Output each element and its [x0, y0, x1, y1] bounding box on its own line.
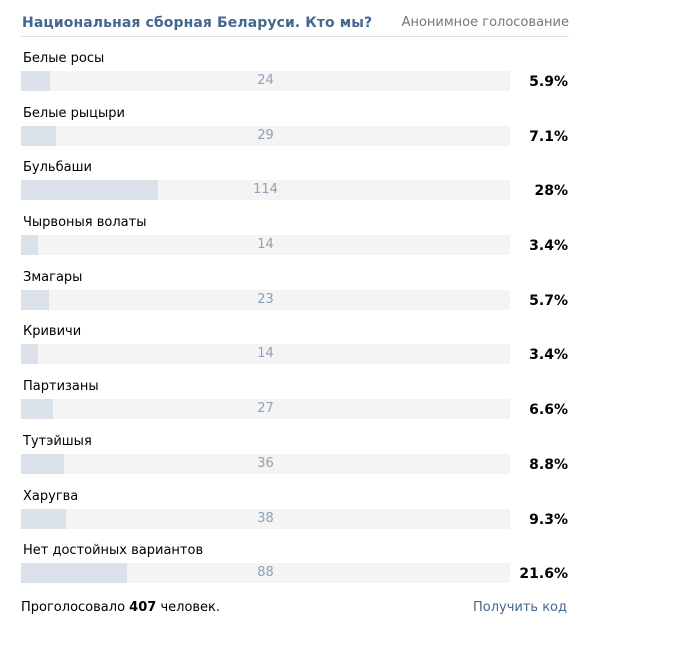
- poll-option-bar-fill: [21, 71, 50, 91]
- poll-option-label: Белые рыцыри: [23, 105, 125, 121]
- voted-count: 407: [129, 600, 157, 615]
- poll-option-label: Тутэйшыя: [23, 433, 92, 449]
- poll-option: Чырвоныя волаты 14 3.4%: [21, 215, 569, 270]
- poll-options: Белые росы 24 5.9% Белые рыцыри 29 7.1% Бульба…: [21, 51, 569, 598]
- poll-option-bar: 24: [21, 71, 510, 91]
- poll-option-bar: 14: [21, 344, 510, 365]
- poll-option-label: Харугва: [23, 488, 79, 504]
- poll-widget: Национальная сборная Беларуси. Кто мы? А…: [21, 12, 569, 615]
- poll-option-votes: 114: [253, 182, 278, 198]
- poll-option-votes: 27: [257, 401, 274, 417]
- poll-option-votes: 24: [257, 73, 274, 88]
- poll-option-bar-fill: [21, 289, 49, 310]
- get-code-link[interactable]: Получить код: [472, 600, 567, 615]
- poll-option-bar: 23: [21, 289, 510, 310]
- poll-option-label: Чырвоныя волаты: [23, 215, 147, 231]
- poll-option-bar: 36: [21, 453, 510, 474]
- poll-option-label: Бульбаши: [23, 160, 92, 176]
- poll-option-bar: 14: [21, 235, 510, 256]
- poll-option-votes: 14: [257, 237, 274, 253]
- poll-option-bar-fill: [21, 399, 53, 420]
- poll-option: Партизаны 27 6.6%: [21, 379, 569, 434]
- poll-option-votes: 29: [257, 127, 274, 143]
- poll-option-bar: 114: [21, 180, 510, 201]
- poll-option: Харугва 38 9.3%: [21, 489, 569, 544]
- poll-option-bar-fill: [21, 453, 64, 474]
- voted-summary: Проголосовало 407 человек.: [21, 600, 220, 615]
- poll-option-bar-fill: [21, 125, 56, 146]
- poll-option-bar-fill: [21, 508, 66, 529]
- poll-option-percent: 7.1%: [529, 128, 568, 145]
- poll-type-label: Анонимное голосование: [401, 15, 569, 30]
- poll-option-bar: 38: [21, 508, 510, 529]
- poll-option: Тутэйшыя 36 8.8%: [21, 434, 569, 489]
- poll-option-bar-fill: [21, 180, 158, 201]
- poll-option-bar-fill: [21, 563, 127, 584]
- poll-option-votes: 14: [257, 346, 274, 362]
- poll-option-label: Кривичи: [23, 324, 82, 340]
- poll-option-bar-fill: [21, 235, 38, 256]
- poll-option: Белые росы 24 5.9%: [21, 51, 569, 106]
- poll-option-label: Змагары: [23, 269, 83, 285]
- poll-option-label: Партизаны: [23, 379, 99, 395]
- poll-option: Кривичи 14 3.4%: [21, 324, 569, 379]
- poll-option: Бульбаши 114 28%: [21, 160, 569, 215]
- poll-option-percent: 8.8%: [529, 456, 568, 473]
- poll-option-percent: 28%: [534, 183, 568, 200]
- poll-option-bar: 88: [21, 563, 510, 584]
- poll-option-percent: 3.4%: [529, 238, 568, 255]
- poll-option-percent: 21.6%: [519, 566, 568, 583]
- poll-option-label: Белые росы: [23, 51, 105, 66]
- voted-suffix: человек.: [160, 600, 221, 615]
- poll-option: Змагары 23 5.7%: [21, 270, 569, 325]
- poll-option-votes: 88: [257, 565, 274, 581]
- poll-option-votes: 36: [257, 455, 274, 471]
- poll-option-bar-fill: [21, 344, 38, 365]
- poll-option-percent: 5.9%: [529, 74, 568, 90]
- poll-option-percent: 9.3%: [529, 511, 568, 528]
- poll-option-label: Нет достойных вариантов: [23, 543, 204, 559]
- poll-option-votes: 38: [257, 510, 274, 526]
- poll-option-bar: 29: [21, 125, 510, 146]
- poll-option-bar: 27: [21, 399, 510, 420]
- poll-option-votes: 23: [257, 291, 274, 307]
- poll-footer: Проголосовало 407 человек. Получить код: [21, 598, 569, 618]
- poll-option-percent: 6.6%: [529, 402, 568, 419]
- poll-header: Национальная сборная Беларуси. Кто мы? А…: [21, 12, 569, 37]
- poll-option: Нет достойных вариантов 88 21.6%: [21, 543, 569, 598]
- poll-option: Белые рыцыри 29 7.1%: [21, 106, 569, 161]
- poll-option-percent: 3.4%: [529, 347, 568, 364]
- poll-option-percent: 5.7%: [529, 292, 568, 309]
- poll-title: Национальная сборная Беларуси. Кто мы?: [22, 15, 373, 31]
- voted-prefix: Проголосовало: [21, 600, 126, 615]
